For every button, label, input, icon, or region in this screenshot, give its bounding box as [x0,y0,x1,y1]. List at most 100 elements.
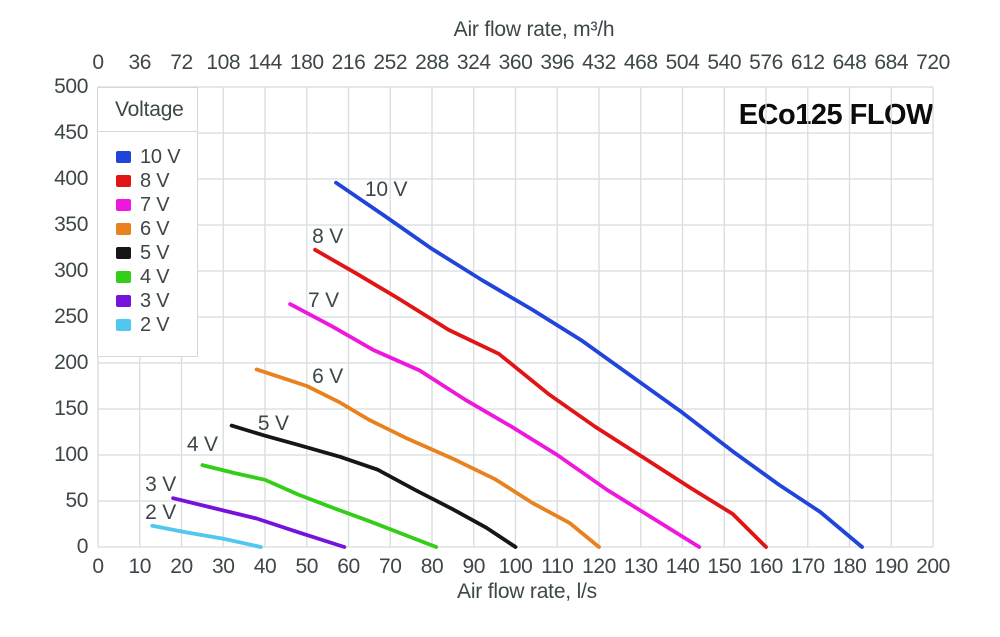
top-tick-label: 252 [373,51,408,74]
bottom-tick-label: 50 [295,555,319,578]
legend-swatch [116,151,131,163]
legend-swatch [116,295,131,307]
curve-label-7v: 7 V [307,289,339,313]
bottom-tick-label: 130 [623,555,658,578]
legend-item-3v: 3 V [116,289,197,313]
bottom-tick-label: 180 [832,555,867,578]
top-tick-label: 144 [248,51,282,74]
legend-label: 3 V [140,290,170,312]
bottom-tick-label: 10 [128,555,152,578]
top-tick-label: 432 [582,51,616,74]
curve-label-5v: 5 V [257,411,289,435]
bottom-tick-label: 40 [253,555,277,578]
bottom-tick-label: 140 [665,555,700,578]
bottom-tick-label: 80 [420,555,444,578]
left-tick-label: 350 [54,213,88,236]
bottom-tick-label: 160 [749,555,783,578]
curve-label-10v: 10 V [364,178,408,202]
bottom-tick-label: 60 [337,555,360,578]
curve-label-3v: 3 V [145,473,177,497]
bottom-tick-label: 0 [92,555,104,578]
top-tick-label: 324 [456,51,491,74]
curve-6v [254,367,601,549]
bottom-tick-label: 200 [916,555,950,578]
bottom-tick-label: 190 [874,555,909,578]
legend-swatch [116,175,131,187]
top-tick-label: 576 [749,51,783,74]
top-tick-label: 684 [874,51,909,74]
left-tick-label: 50 [65,489,88,512]
curve-2v [150,523,263,549]
top-tick-label: 216 [331,51,366,74]
top-axis-title: Air flow rate, m³/h [453,18,615,41]
left-tick-label: 150 [54,397,88,420]
legend-swatch [116,247,131,259]
top-tick-label: 396 [540,51,575,74]
top-tick-label: 108 [206,51,241,74]
top-tick-label: 612 [790,51,825,74]
left-tick-label: 0 [76,535,89,558]
bottom-tick-label: 120 [582,555,616,578]
left-tick-label: 300 [54,259,88,282]
curve-8v [313,247,768,549]
curve-label-4v: 4 V [186,432,218,456]
legend-swatch [116,271,131,283]
legend-label: 2 V [140,314,170,336]
legend-label: 7 V [140,194,170,216]
left-tick-label: 500 [54,75,88,98]
curve-5v [229,423,518,549]
curve-label-8v: 8 V [312,224,344,248]
bottom-tick-label: 20 [170,555,193,578]
top-tick-label: 468 [623,51,658,74]
legend-item-5v: 5 V [116,241,197,265]
bottom-tick-label: 110 [541,555,574,578]
bottom-tick-label: 70 [378,555,402,578]
legend-item-10v: 10 V [116,145,197,169]
legend-item-8v: 8 V [116,169,197,193]
bottom-tick-label: 90 [462,555,486,578]
top-tick-label: 504 [665,51,700,74]
legend-label: 6 V [140,218,170,240]
legend-title: Voltage [98,88,197,132]
left-tick-label: 250 [54,305,88,328]
bottom-axis-title: Air flow rate, l/s [457,580,597,603]
left-tick-label: 200 [54,351,88,374]
legend-swatch [116,319,131,331]
legend-swatch [116,199,131,211]
bottom-tick-label: 150 [707,555,742,578]
top-tick-label: 72 [170,51,193,74]
legend-label: 5 V [140,242,170,264]
legend-label: 8 V [140,170,170,192]
top-tick-label: 0 [92,51,104,74]
top-tick-label: 648 [832,51,867,74]
legend-item-2v: 2 V [116,313,197,337]
top-tick-label: 180 [289,51,324,74]
legend-item-4v: 4 V [116,265,197,289]
legend-label: 4 V [140,266,170,288]
left-tick-label: 400 [54,167,88,190]
curve-4v [200,463,439,549]
chart-title: ECo125 FLOW [738,99,934,131]
legend-item-6v: 6 V [116,217,197,241]
bottom-tick-label: 100 [498,555,533,578]
curve-label-2v: 2 V [145,500,177,524]
top-tick-label: 36 [128,51,152,74]
legend-item-7v: 7 V [116,193,197,217]
legend-swatch [116,223,131,235]
left-tick-label: 450 [54,121,88,144]
bottom-tick-label: 170 [790,555,825,578]
top-tick-label: 288 [415,51,449,74]
curve-3v [171,496,347,549]
top-tick-label: 720 [916,51,950,74]
top-tick-label: 540 [707,51,742,74]
curve-7v [288,302,702,549]
curve-label-6v: 6 V [312,364,344,388]
bottom-tick-label: 30 [211,555,235,578]
curve-10v [334,180,864,549]
legend-label: 10 V [140,146,181,168]
left-tick-label: 100 [54,443,88,466]
top-tick-label: 360 [498,51,533,74]
